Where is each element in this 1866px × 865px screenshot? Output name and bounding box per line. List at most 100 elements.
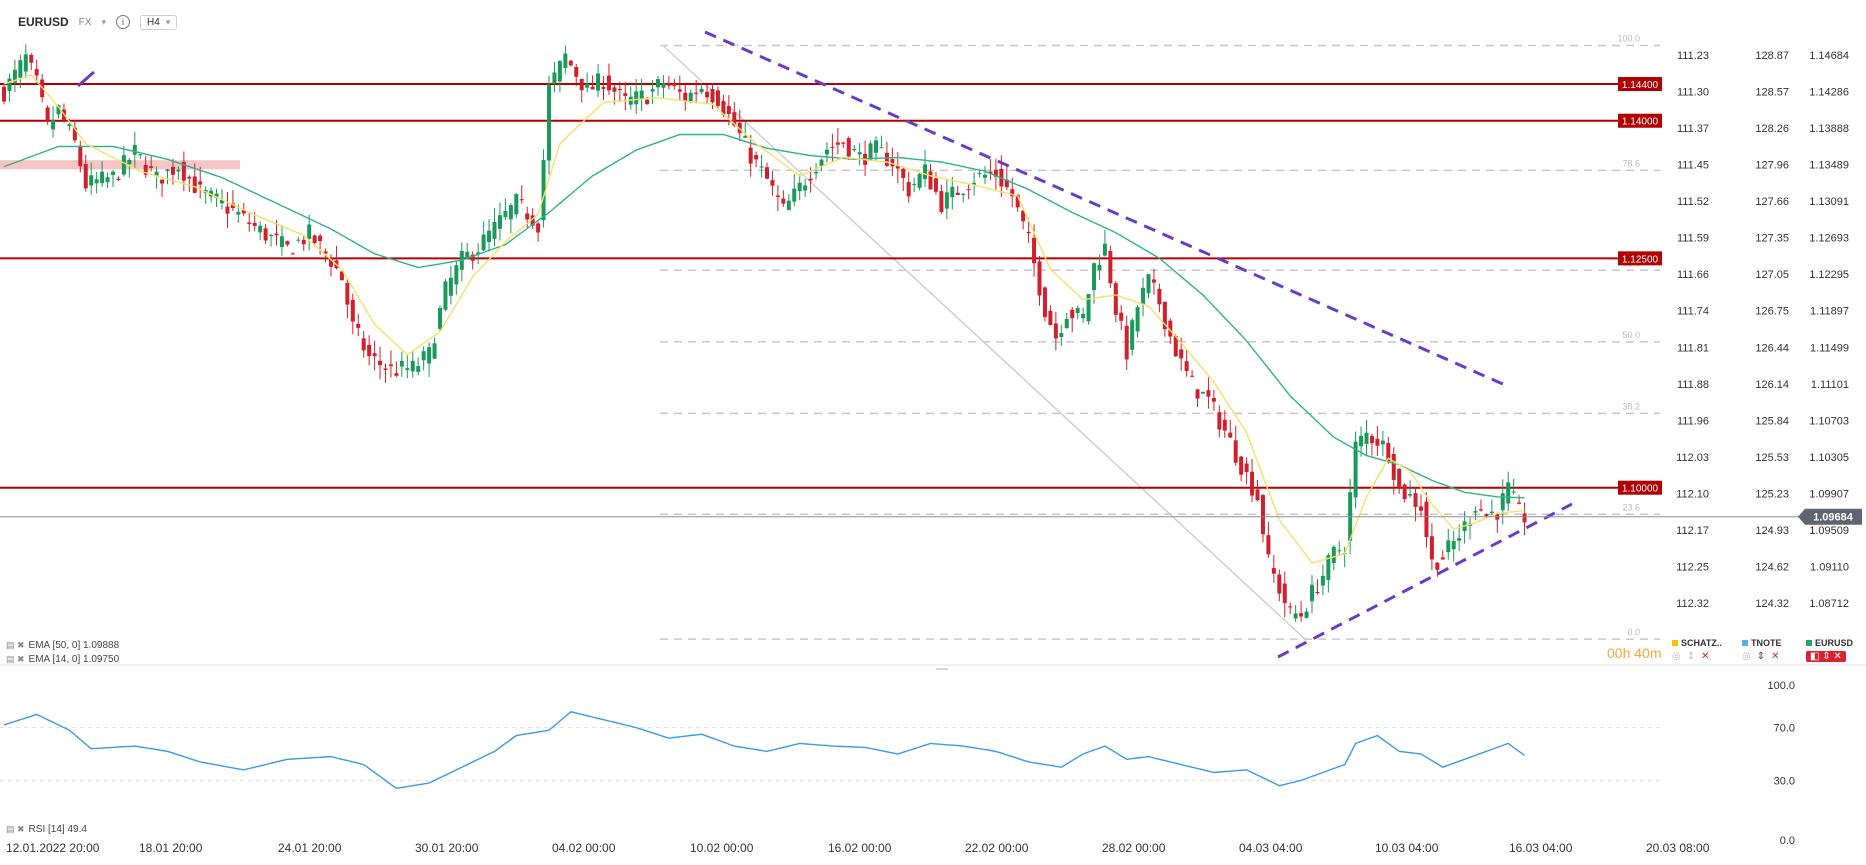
candle-body bbox=[1053, 323, 1058, 339]
candle bbox=[672, 78, 677, 90]
candle-body bbox=[666, 83, 671, 86]
rsi-axis-tick: 70.0 bbox=[1774, 723, 1795, 735]
candle bbox=[568, 59, 573, 67]
candle bbox=[781, 190, 786, 207]
candle-body bbox=[803, 185, 808, 191]
candle bbox=[743, 121, 748, 139]
chart-type-icon[interactable]: ◧ ⇕ ✕ bbox=[1806, 651, 1846, 662]
candle-body bbox=[2, 86, 6, 102]
fib-level-label: 50.0 bbox=[1622, 330, 1640, 340]
candle-body bbox=[530, 215, 535, 226]
candle bbox=[590, 75, 595, 90]
current-price-tag bbox=[1798, 508, 1862, 525]
candle-body bbox=[361, 338, 366, 351]
candle-body bbox=[1092, 263, 1096, 291]
arrows-icon[interactable]: ⇕ bbox=[1756, 651, 1766, 662]
fib-level-label: 38.2 bbox=[1622, 401, 1640, 411]
candle-body bbox=[901, 168, 906, 178]
candle-countdown: 00h 40m bbox=[1607, 645, 1661, 661]
candle-body bbox=[1162, 301, 1167, 330]
info-icon[interactable]: i bbox=[115, 15, 130, 29]
candle-body bbox=[775, 195, 780, 197]
eurusd-axis-tick: 1.13489 bbox=[1809, 160, 1849, 172]
close-icon[interactable]: ✕ bbox=[1701, 651, 1710, 662]
candle-body bbox=[296, 239, 301, 241]
candle bbox=[955, 185, 960, 196]
candle-body bbox=[1506, 482, 1511, 504]
candle-body bbox=[356, 323, 361, 328]
candle bbox=[1500, 479, 1505, 525]
rsi-legend[interactable]: ▤ ✖ RSI [14] 49.4 bbox=[6, 824, 87, 835]
candle bbox=[1380, 430, 1385, 457]
candle bbox=[34, 59, 39, 84]
candle-body bbox=[1260, 495, 1265, 535]
ema50-legend[interactable]: ▤ ✖ EMA [50, 0] 1.09888 bbox=[6, 640, 119, 651]
candle bbox=[786, 194, 791, 211]
candle-body bbox=[83, 163, 88, 189]
candle bbox=[421, 346, 426, 371]
compare-eurusd[interactable]: EURUSD ◧ ⇕ ✕ bbox=[1806, 638, 1853, 662]
candle-body bbox=[683, 92, 688, 102]
candle-body bbox=[263, 228, 268, 241]
close-icon[interactable]: ✕ bbox=[1771, 651, 1780, 662]
candle-body bbox=[394, 373, 399, 376]
candle bbox=[765, 162, 769, 180]
timeframe-select[interactable]: H4 ▾ bbox=[139, 14, 178, 30]
candle-body bbox=[612, 87, 617, 92]
candle bbox=[579, 78, 584, 103]
candle-body bbox=[585, 83, 590, 88]
candle bbox=[770, 171, 775, 196]
chevron-down-icon[interactable]: ▾ bbox=[101, 16, 106, 27]
candle bbox=[1075, 305, 1080, 320]
ema-lines bbox=[3, 74, 1525, 564]
candle bbox=[683, 84, 688, 111]
candle-body bbox=[72, 127, 77, 141]
candle-body bbox=[819, 159, 824, 166]
schatz-color-swatch bbox=[1672, 640, 1678, 646]
schatz-axis-tick: 111.45 bbox=[1677, 160, 1709, 172]
candle bbox=[1293, 604, 1298, 622]
candle-body bbox=[1059, 332, 1064, 337]
ema14-line bbox=[3, 74, 1525, 564]
candle-body bbox=[1222, 419, 1227, 431]
candle-body bbox=[1419, 506, 1423, 511]
candle bbox=[933, 172, 938, 195]
candle-body bbox=[481, 234, 486, 251]
candle bbox=[339, 271, 344, 281]
tnote-axis-tick: 124.32 bbox=[1755, 598, 1789, 610]
compare-tnote[interactable]: TNOTE ◎ ⇕ ✕ bbox=[1742, 638, 1782, 662]
candle-body bbox=[1086, 294, 1091, 322]
candle-body bbox=[715, 90, 720, 106]
symbol-label[interactable]: EURUSD bbox=[18, 15, 69, 29]
candle-body bbox=[94, 179, 99, 184]
eye-icon[interactable]: ◎ bbox=[1742, 651, 1751, 662]
candle-body bbox=[508, 204, 513, 220]
candle-body bbox=[345, 283, 350, 305]
ema14-legend[interactable]: ▤ ✖ EMA [14, 0] 1.09750 bbox=[6, 654, 119, 665]
arrows-icon[interactable]: ⇕ bbox=[1686, 651, 1696, 662]
rsi-panel: 100.0 70.0 30.0 0.0 bbox=[0, 680, 1795, 847]
fib-level-label: 23.6 bbox=[1622, 502, 1640, 512]
candle-body bbox=[574, 66, 579, 77]
tnote-axis-tick: 128.87 bbox=[1755, 50, 1789, 62]
candle bbox=[1260, 493, 1265, 543]
candle-body bbox=[230, 203, 235, 208]
settings-remove-icon[interactable]: ▤ ✖ bbox=[6, 654, 25, 664]
candle bbox=[988, 159, 993, 180]
candle-body bbox=[247, 222, 252, 225]
candle bbox=[596, 64, 601, 97]
candle bbox=[427, 342, 432, 378]
compare-schatz[interactable]: SCHATZ.. ◎ ⇕ ✕ bbox=[1672, 638, 1722, 662]
schatz-axis-tick: 112.32 bbox=[1676, 598, 1709, 610]
settings-remove-icon[interactable]: ▤ ✖ bbox=[6, 824, 25, 834]
candle bbox=[1195, 388, 1200, 408]
eye-icon[interactable]: ◎ bbox=[1672, 651, 1681, 662]
candle bbox=[961, 192, 966, 203]
candle bbox=[1310, 575, 1314, 614]
settings-remove-icon[interactable]: ▤ ✖ bbox=[6, 640, 25, 650]
tnote-axis-tick: 127.05 bbox=[1755, 269, 1789, 281]
candle-body bbox=[1266, 535, 1271, 555]
candle-body bbox=[1135, 307, 1140, 332]
candle bbox=[29, 53, 34, 71]
